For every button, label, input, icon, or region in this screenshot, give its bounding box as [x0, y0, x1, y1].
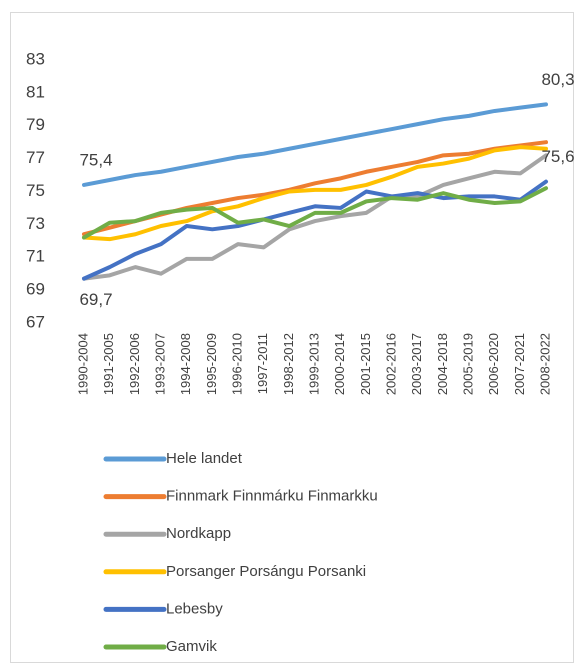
legend-label: Gamvik [166, 638, 217, 655]
x-tick-label: 2006-2020 [486, 333, 501, 395]
x-tick-label: 1994-2008 [178, 333, 193, 395]
x-tick-label: 2002-2016 [383, 333, 398, 395]
x-tick-label: 1993-2007 [152, 333, 167, 395]
x-tick-label: 1997-2011 [255, 333, 270, 394]
y-tick-label: 75 [26, 181, 45, 200]
x-tick-label: 2007-2021 [512, 333, 527, 395]
x-tick-label: 2000-2014 [332, 333, 347, 395]
y-tick-label: 79 [26, 115, 45, 134]
x-tick-label: 2008-2022 [537, 333, 552, 395]
series-line [82, 186, 548, 240]
y-tick-label: 83 [26, 49, 45, 68]
x-tick-label: 1998-2012 [281, 333, 296, 395]
legend-label: Porsanger Porsángu Porsanki [166, 563, 366, 580]
series-line [82, 145, 548, 242]
x-tick-label: 2003-2017 [409, 333, 424, 395]
y-tick-label: 71 [26, 247, 45, 266]
x-tick-label: 2001-2015 [358, 333, 373, 395]
y-tick-label: 69 [26, 280, 45, 299]
chart-border [10, 12, 574, 663]
x-tick-label: 1991-2005 [101, 333, 116, 395]
series-line [82, 153, 548, 281]
x-tick-label: 2004-2018 [435, 333, 450, 395]
y-tick-label: 73 [26, 214, 45, 233]
y-tick-label: 81 [26, 82, 45, 101]
data-label: 75,4 [79, 150, 112, 169]
y-tick-label: 77 [26, 148, 45, 167]
x-tick-label: 1992-2006 [127, 333, 142, 395]
series-line [82, 179, 548, 281]
legend-label: Nordkapp [166, 525, 231, 542]
x-tick-label: 2005-2019 [460, 333, 475, 395]
data-label: 69,7 [79, 290, 112, 309]
x-tick-label: 1999-2013 [306, 333, 321, 395]
series-line [82, 102, 548, 187]
legend-label: Hele landet [166, 450, 243, 467]
data-label: 80,3 [541, 70, 574, 89]
x-tick-label: 1990-2004 [75, 333, 90, 395]
legend-label: Lebesby [166, 600, 223, 617]
legend-label: Finnmark Finnmárku Finmarkku [166, 488, 378, 505]
x-tick-label: 1995-2009 [204, 333, 219, 395]
data-label: 75,6 [541, 147, 574, 166]
x-tick-label: 1996-2010 [229, 333, 244, 395]
y-tick-label: 67 [26, 312, 45, 331]
